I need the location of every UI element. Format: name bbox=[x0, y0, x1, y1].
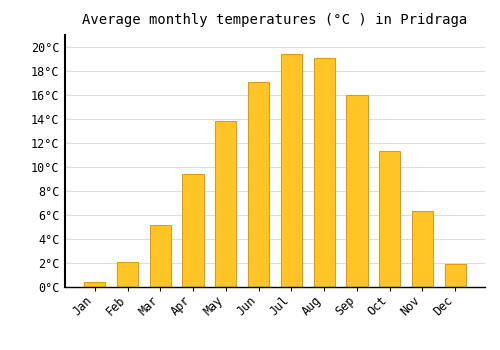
Bar bbox=[379, 152, 400, 287]
Bar bbox=[248, 82, 270, 287]
Bar bbox=[314, 58, 335, 287]
Bar bbox=[280, 54, 302, 287]
Bar bbox=[150, 225, 171, 287]
Bar bbox=[444, 264, 466, 287]
Bar bbox=[84, 282, 106, 287]
Title: Average monthly temperatures (°C ) in Pridraga: Average monthly temperatures (°C ) in Pr… bbox=[82, 13, 468, 27]
Bar bbox=[117, 262, 138, 287]
Bar bbox=[182, 174, 204, 287]
Bar bbox=[346, 95, 368, 287]
Bar bbox=[215, 121, 236, 287]
Bar bbox=[412, 211, 433, 287]
